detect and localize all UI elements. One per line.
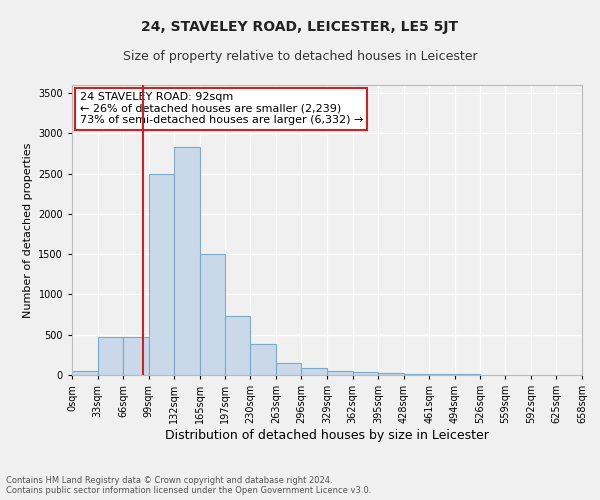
Bar xyxy=(250,344,276,375)
Bar xyxy=(455,374,479,375)
Bar xyxy=(301,368,327,375)
Y-axis label: Number of detached properties: Number of detached properties xyxy=(23,142,32,318)
Bar xyxy=(430,374,455,375)
Bar xyxy=(98,337,123,375)
X-axis label: Distribution of detached houses by size in Leicester: Distribution of detached houses by size … xyxy=(165,429,489,442)
Text: Size of property relative to detached houses in Leicester: Size of property relative to detached ho… xyxy=(122,50,478,63)
Text: 24 STAVELEY ROAD: 92sqm
← 26% of detached houses are smaller (2,239)
73% of semi: 24 STAVELEY ROAD: 92sqm ← 26% of detache… xyxy=(80,92,363,126)
Bar xyxy=(123,337,149,375)
Bar xyxy=(327,370,353,375)
Bar xyxy=(224,316,250,375)
Text: 24, STAVELEY ROAD, LEICESTER, LE5 5JT: 24, STAVELEY ROAD, LEICESTER, LE5 5JT xyxy=(142,20,458,34)
Bar xyxy=(378,374,404,375)
Bar xyxy=(149,174,175,375)
Bar xyxy=(72,371,98,375)
Bar xyxy=(276,363,301,375)
Bar xyxy=(175,147,200,375)
Bar xyxy=(353,372,378,375)
Bar xyxy=(200,254,224,375)
Text: Contains HM Land Registry data © Crown copyright and database right 2024.
Contai: Contains HM Land Registry data © Crown c… xyxy=(6,476,371,495)
Bar xyxy=(404,374,430,375)
